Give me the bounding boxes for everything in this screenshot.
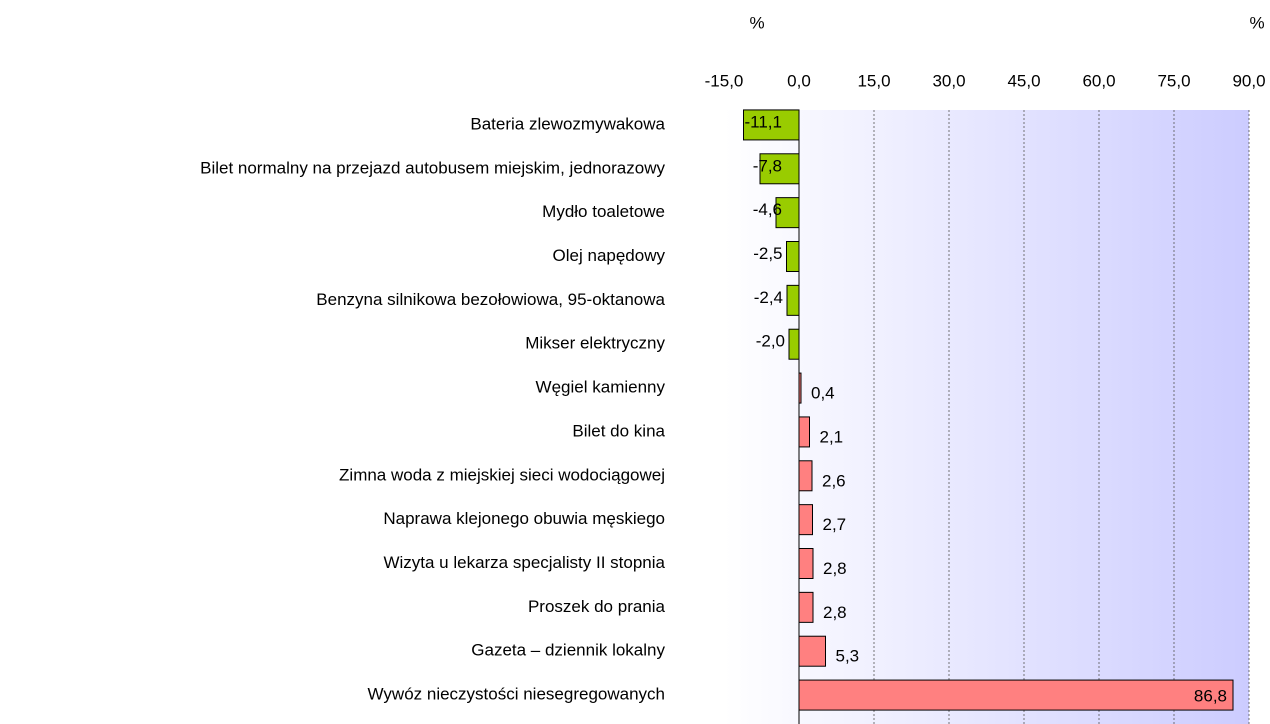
bar bbox=[743, 109, 800, 141]
y-tick-label: Wizyta u lekarza specjalisty II stopnia bbox=[383, 553, 665, 572]
x-tick-label: 75,0 bbox=[1157, 71, 1190, 90]
y-tick-label: Proszek do prania bbox=[528, 597, 666, 616]
x-tick-label: -15,0 bbox=[705, 71, 744, 90]
data-label: -2,0 bbox=[756, 332, 785, 351]
x-tick-label: 15,0 bbox=[857, 71, 890, 90]
data-label: 5,3 bbox=[836, 647, 860, 666]
y-tick-label: Benzyna silnikowa bezołowiowa, 95-oktano… bbox=[316, 290, 665, 309]
x-tick-label: 60,0 bbox=[1082, 71, 1115, 90]
y-tick-label: Wywóz nieczystości niesegregowanych bbox=[368, 685, 665, 704]
unit-label: % bbox=[749, 13, 764, 32]
bar bbox=[798, 679, 1234, 711]
bar bbox=[798, 416, 810, 448]
bar bbox=[798, 504, 813, 536]
y-tick-label: Olej napędowy bbox=[553, 246, 666, 265]
data-label: 86,8 bbox=[1194, 687, 1227, 706]
data-label: 2,8 bbox=[823, 603, 847, 622]
data-label: -11,1 bbox=[745, 112, 783, 131]
bar bbox=[786, 284, 800, 316]
data-label: -4,6 bbox=[753, 200, 782, 219]
data-label: 0,4 bbox=[811, 384, 835, 403]
data-label: 2,7 bbox=[823, 515, 847, 534]
x-tick-label: 0,0 bbox=[787, 71, 811, 90]
y-tick-label: Mydło toaletowe bbox=[542, 202, 665, 221]
data-label: 2,1 bbox=[820, 427, 844, 446]
x-tick-label: 30,0 bbox=[932, 71, 965, 90]
data-label: 2,6 bbox=[822, 471, 846, 490]
y-tick-label: Gazeta – dziennik lokalny bbox=[471, 641, 665, 660]
y-tick-label: Bateria zlewozmywakowa bbox=[470, 114, 665, 133]
y-tick-label: Węgiel kamienny bbox=[536, 378, 666, 397]
bar bbox=[786, 241, 800, 272]
bar bbox=[798, 460, 813, 492]
data-label: 2,8 bbox=[823, 559, 847, 578]
data-label: -2,4 bbox=[754, 288, 783, 307]
bar bbox=[798, 591, 814, 623]
bar bbox=[798, 548, 814, 579]
bar bbox=[759, 153, 800, 185]
y-tick-label: Bilet do kina bbox=[572, 421, 665, 440]
data-label: -2,5 bbox=[753, 244, 782, 263]
x-tick-label: 45,0 bbox=[1007, 71, 1040, 90]
bar bbox=[798, 635, 826, 667]
x-tick-label: 90,0 bbox=[1232, 71, 1265, 90]
y-tick-label: Bilet normalny na przejazd autobusem mie… bbox=[200, 158, 665, 177]
y-tick-label: Naprawa klejonego obuwia męskiego bbox=[383, 509, 665, 528]
data-label: -7,8 bbox=[753, 156, 782, 175]
unit-label: % bbox=[1249, 13, 1264, 32]
y-tick-label: Mikser elektryczny bbox=[525, 334, 665, 353]
bar bbox=[788, 328, 800, 360]
y-tick-label: Zimna woda z miejskiej sieci wodociągowe… bbox=[339, 465, 665, 484]
